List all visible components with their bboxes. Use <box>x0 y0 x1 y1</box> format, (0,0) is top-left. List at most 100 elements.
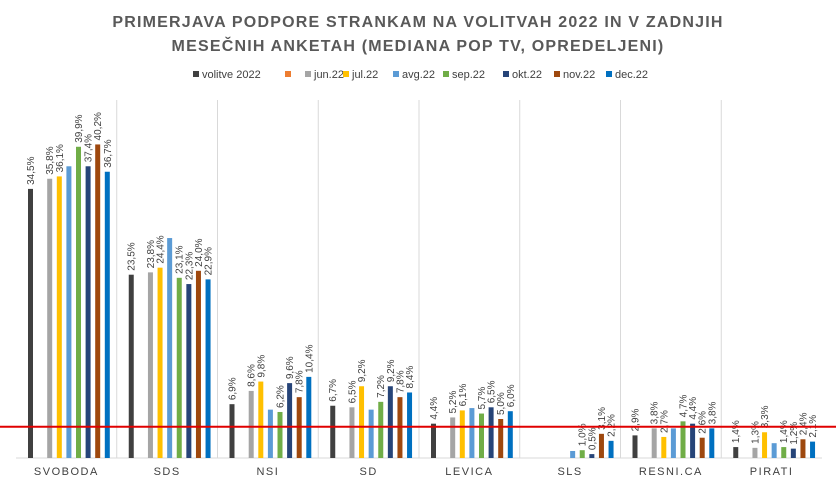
bar <box>229 404 235 458</box>
bar <box>459 410 465 458</box>
bar <box>579 450 585 458</box>
bar <box>167 238 173 458</box>
data-label: 3,1% <box>597 407 608 430</box>
data-label: 4,4% <box>429 397 440 420</box>
legend-item: sep.22 <box>443 69 485 81</box>
data-label: 5,7% <box>477 387 488 410</box>
bar <box>147 272 153 458</box>
bar <box>598 433 604 458</box>
legend-swatch <box>393 71 399 77</box>
bar <box>186 284 192 458</box>
legend-swatch <box>443 71 449 77</box>
bar <box>248 390 254 458</box>
chart-title-line-1: PRIMERJAVA PODPORE STRANKAM NA VOLITVAH … <box>112 14 723 31</box>
data-labels: 34,5% 35,8%36,1% 39,9%37,4%40,2%36,7% 23,5%… <box>26 112 819 450</box>
bar <box>790 448 796 458</box>
data-label: 24,0% <box>194 238 205 266</box>
legend-item: jul.22 <box>343 69 378 81</box>
legend-swatch <box>285 71 291 77</box>
data-label: 4,4% <box>688 397 699 420</box>
bar <box>28 188 33 458</box>
data-label: 23,8% <box>146 240 157 268</box>
bar <box>277 411 283 458</box>
data-label: 7,8% <box>295 370 306 393</box>
bar <box>661 436 667 458</box>
bar <box>651 428 657 458</box>
legend-swatch <box>343 71 349 77</box>
category-label: RESNI.CA <box>639 466 703 478</box>
data-label: 6,5% <box>347 380 358 403</box>
data-label: 10,4% <box>304 344 315 372</box>
bar <box>431 423 436 458</box>
bar <box>771 443 777 458</box>
bar <box>66 166 72 458</box>
data-label: 9,8% <box>256 355 267 378</box>
data-label: 6,9% <box>228 377 239 400</box>
bar <box>368 409 374 458</box>
data-label: 3,3% <box>760 405 771 428</box>
data-label: 36,7% <box>103 139 114 167</box>
legend-swatch <box>554 71 560 77</box>
bar <box>176 277 182 458</box>
data-label: 2,4% <box>798 412 809 435</box>
bar <box>104 171 110 459</box>
data-label: 6,7% <box>328 379 339 402</box>
data-label: 2,2% <box>607 414 618 437</box>
data-label: 36,1% <box>55 144 66 172</box>
data-label: 3,8% <box>707 401 718 424</box>
legend-item: nov.22 <box>554 69 595 81</box>
data-label: 34,5% <box>26 156 37 184</box>
data-label: 9,6% <box>285 356 296 379</box>
data-label: 8,6% <box>247 364 258 387</box>
data-label: 8,4% <box>405 366 416 389</box>
bar <box>570 450 576 458</box>
bar <box>287 383 293 458</box>
legend-label: nov.22 <box>563 69 595 81</box>
data-label: 2,9% <box>631 408 642 431</box>
category-label: SD <box>359 466 377 478</box>
legend: volitve 2022 jun.22 jul.22 avg.22 sep.22 okt.… <box>193 69 648 81</box>
legend-swatch <box>606 71 612 77</box>
data-label: 6,1% <box>458 384 469 407</box>
chart-title-line-2: MESEČNIH ANKETAH (MEDIANA POP TV, OPREDE… <box>172 36 665 55</box>
bar <box>733 447 739 458</box>
legend-label: jun.22 <box>313 69 344 81</box>
category-label: SDS <box>154 466 181 478</box>
category-separators <box>16 100 822 459</box>
bar <box>690 423 696 458</box>
legend-item <box>285 71 291 77</box>
bar <box>387 386 393 458</box>
legend-label: okt.22 <box>512 69 542 81</box>
category-label: PIRATI <box>750 466 794 478</box>
data-label: 22,9% <box>204 247 215 275</box>
data-label: 5,2% <box>448 391 459 414</box>
bar <box>589 454 595 458</box>
bar <box>378 401 384 458</box>
bar <box>306 376 312 458</box>
data-label: 23,5% <box>127 242 138 270</box>
data-label: 40,2% <box>93 112 104 140</box>
bar <box>330 405 336 458</box>
data-label: 6,0% <box>506 384 517 407</box>
bar <box>762 432 768 458</box>
data-label: 3,8% <box>650 401 661 424</box>
data-label: 0,5% <box>587 427 598 450</box>
bar <box>709 428 715 458</box>
category-label: NSI <box>256 466 279 478</box>
bar <box>76 146 81 458</box>
bar <box>95 144 101 458</box>
data-label: 9,2% <box>357 359 368 382</box>
bar <box>670 428 676 458</box>
legend-swatch <box>305 71 311 77</box>
legend-item: volitve 2022 <box>193 69 261 81</box>
bar <box>205 279 211 458</box>
bar <box>157 267 163 458</box>
bar <box>632 435 638 458</box>
data-label: 4,7% <box>679 394 690 417</box>
bar <box>85 166 91 458</box>
data-label: 1,4% <box>731 420 742 443</box>
legend-label: sep.22 <box>452 69 485 81</box>
data-label: 35,8% <box>45 146 56 174</box>
